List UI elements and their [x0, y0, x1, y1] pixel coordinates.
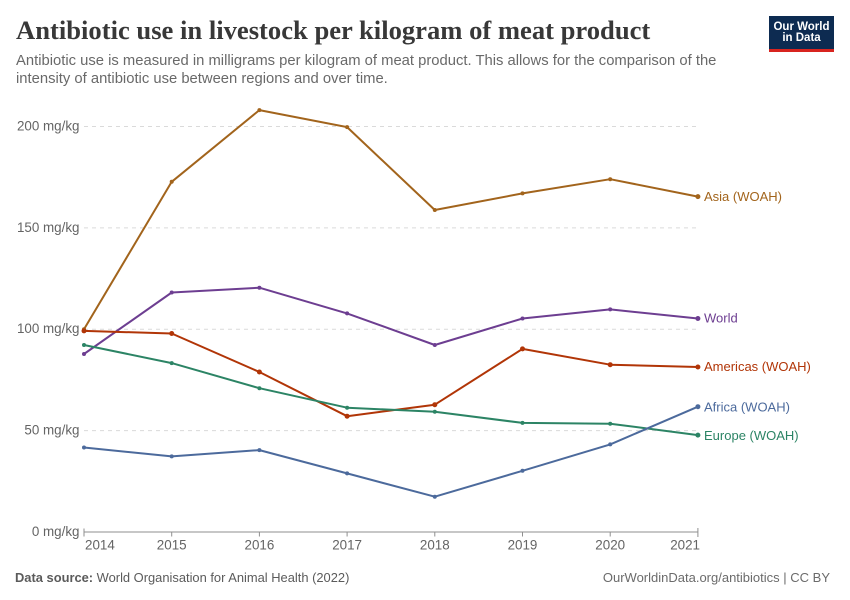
- svg-text:2020: 2020: [595, 538, 625, 553]
- svg-text:World: World: [704, 311, 738, 326]
- svg-text:2021: 2021: [670, 538, 700, 553]
- svg-text:Europe (WOAH): Europe (WOAH): [704, 428, 799, 443]
- svg-text:100 mg/kg: 100 mg/kg: [17, 321, 80, 336]
- svg-text:2017: 2017: [332, 538, 362, 553]
- svg-text:2016: 2016: [245, 538, 275, 553]
- svg-text:2019: 2019: [508, 538, 538, 553]
- svg-text:Americas (WOAH): Americas (WOAH): [704, 359, 811, 374]
- svg-text:Asia (WOAH): Asia (WOAH): [704, 189, 782, 204]
- svg-text:2014: 2014: [85, 538, 115, 553]
- svg-text:2018: 2018: [420, 538, 450, 553]
- svg-text:200 mg/kg: 200 mg/kg: [17, 119, 80, 134]
- svg-text:50 mg/kg: 50 mg/kg: [24, 423, 79, 438]
- svg-text:0 mg/kg: 0 mg/kg: [32, 524, 80, 539]
- svg-text:2015: 2015: [157, 538, 187, 553]
- svg-text:Africa (WOAH): Africa (WOAH): [704, 400, 790, 415]
- svg-text:150 mg/kg: 150 mg/kg: [17, 220, 80, 235]
